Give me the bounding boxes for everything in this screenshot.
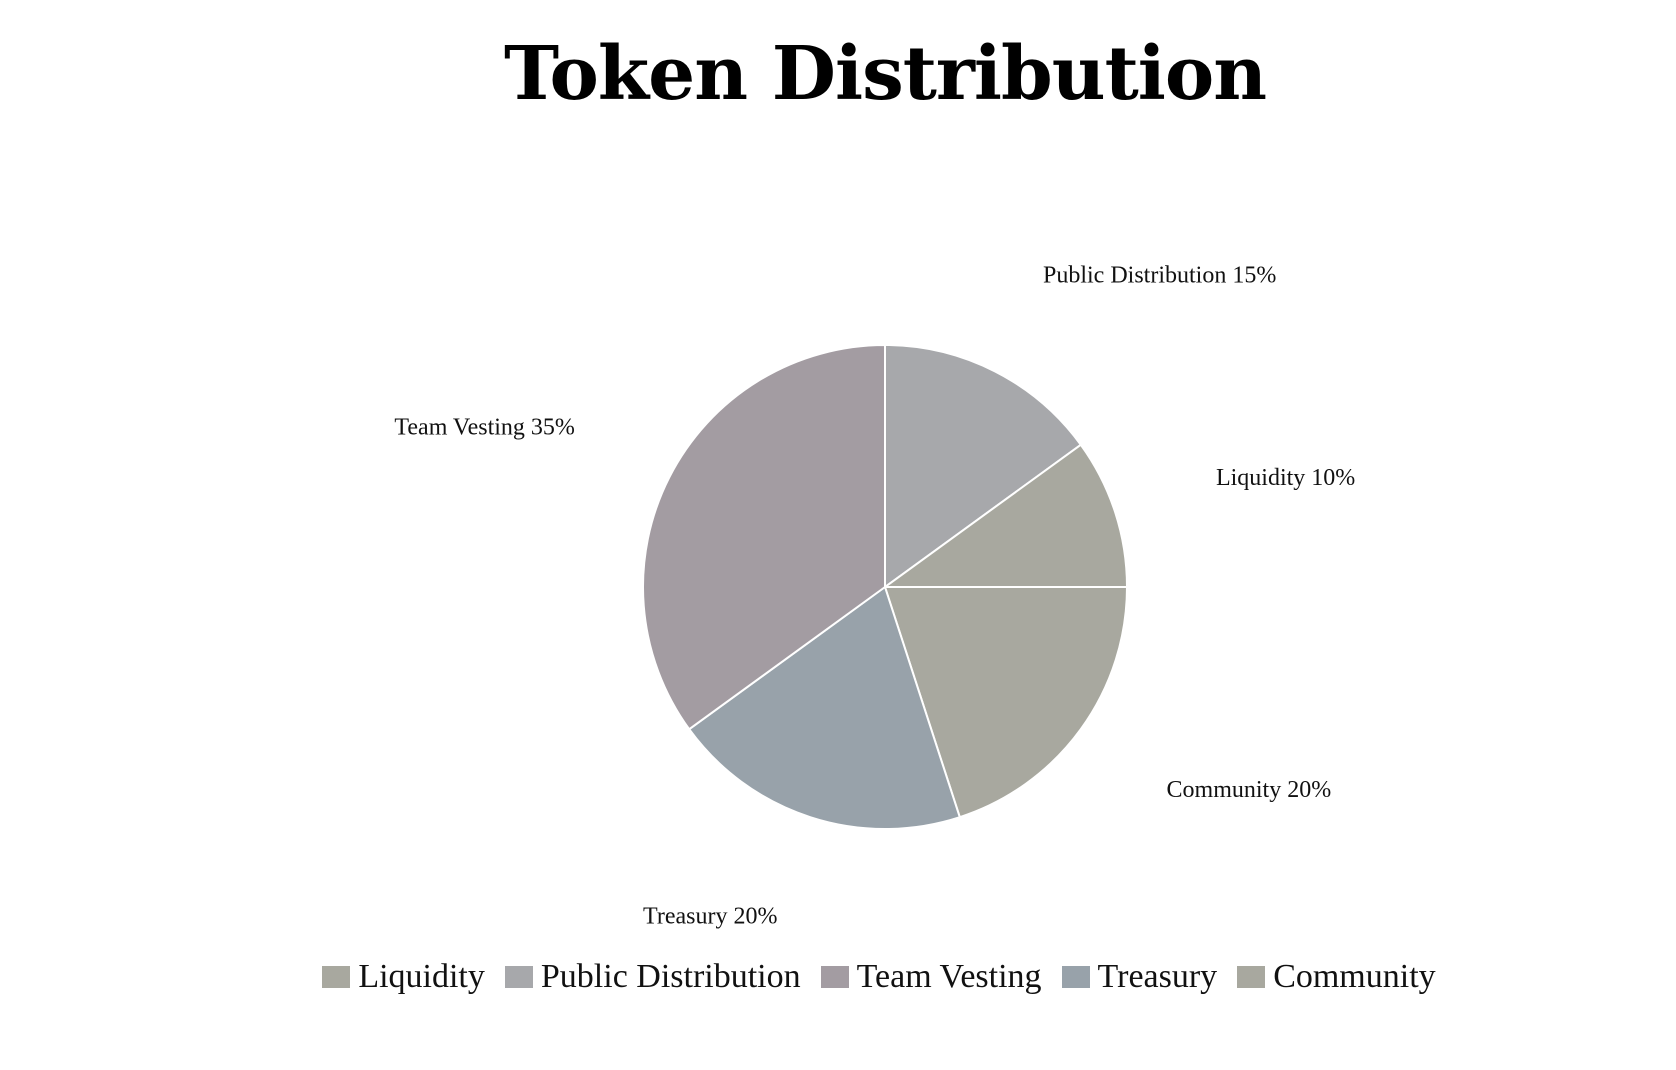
legend-item-public-distribution: Public Distribution [504,958,801,996]
pie-label-community: Community 20% [1167,777,1332,803]
chart-title: Token Distribution [503,31,1267,117]
pie-slice-treasury [687,585,962,830]
legend-swatch [820,966,849,988]
pie-label-treasury: Treasury 20% [643,903,777,929]
legend-item-team-vesting: Team Vesting [820,958,1042,996]
legend-swatch [1237,966,1266,988]
legend-label: Public Distribution [540,958,801,995]
legend-label: Team Vesting [856,958,1042,995]
pie-slice-public-distribution [884,343,1083,589]
pie-label-public-distribution: Public Distribution 15% [1043,262,1276,288]
legend-item-treasury: Treasury [1061,958,1218,996]
pie-labels: Public Distribution 15% Liquidity 10% Comm… [394,262,1355,929]
legend-label: Liquidity [358,958,485,995]
legend: Liquidity Public Distribution Team Vesting… [0,958,1676,996]
pie-slices [642,343,1129,830]
pie-slice-liquidity [881,443,1129,588]
pie-slice-team-vesting [642,343,886,731]
legend-item-liquidity: Liquidity [322,958,485,996]
legend-swatch [322,966,351,988]
legend-label: Treasury [1097,958,1218,995]
legend-label: Community [1273,958,1436,995]
pie-label-team-vesting: Team Vesting 35% [394,415,575,441]
pie-slice-community [883,586,1129,819]
legend-swatch [504,966,533,988]
legend-swatch [1061,966,1090,988]
pie-label-liquidity: Liquidity 10% [1216,465,1355,491]
legend-item-community: Community [1237,958,1436,996]
